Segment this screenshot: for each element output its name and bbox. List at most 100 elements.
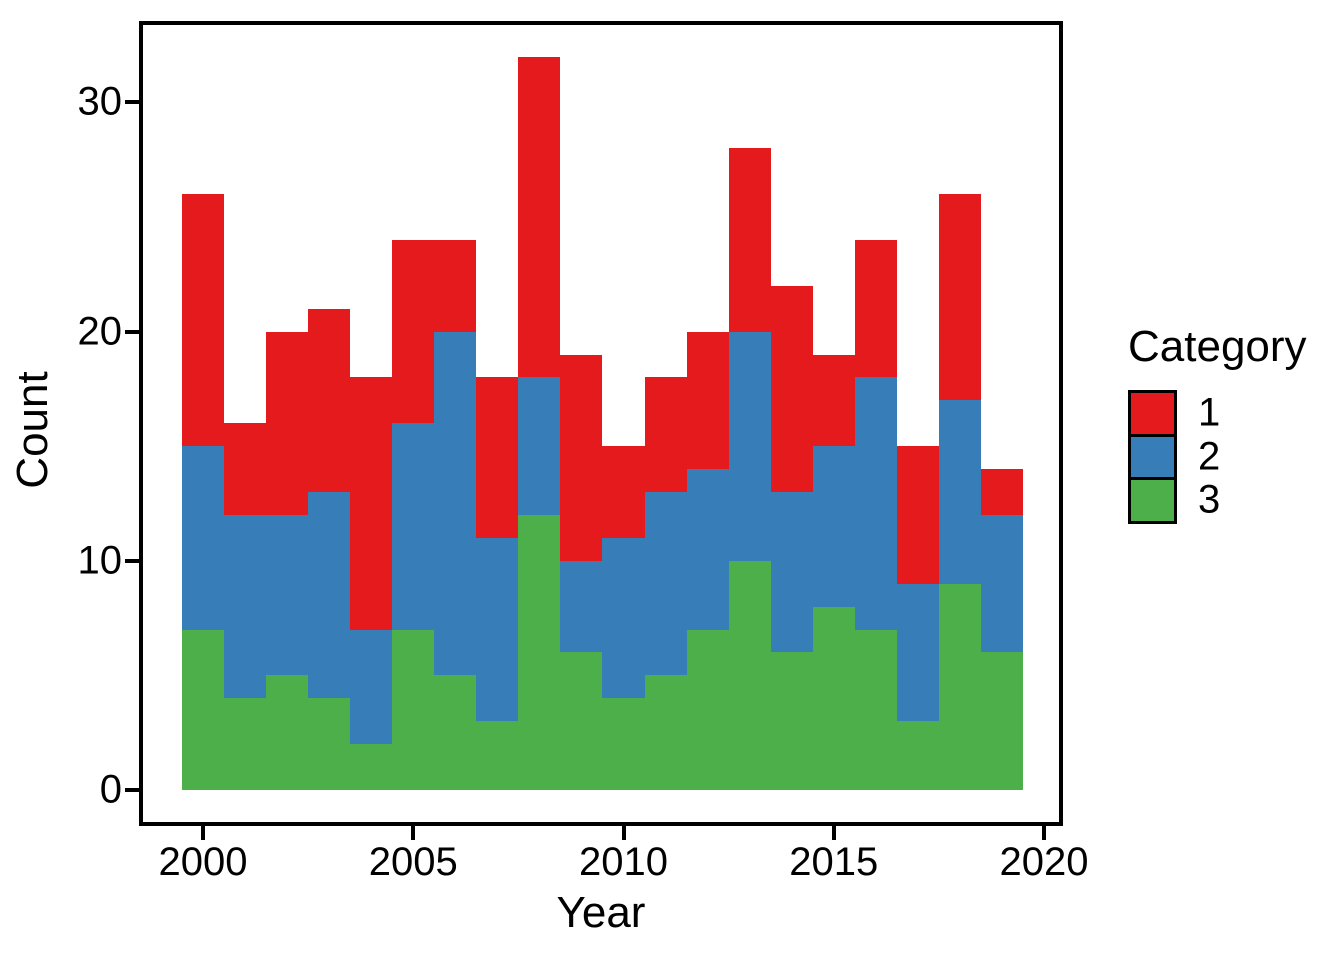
x-tick-mark-2015 xyxy=(831,826,836,840)
bar-column-2018 xyxy=(938,194,981,790)
bar-segment-2000-category-3 xyxy=(181,629,225,790)
bar-column-2009 xyxy=(560,354,603,790)
legend-key-swatch-3 xyxy=(1128,477,1177,524)
bar-column-2006 xyxy=(434,239,477,790)
x-tick-mark-2020 xyxy=(1042,826,1046,840)
bar-segment-2015-category-2 xyxy=(812,446,855,607)
bar-segment-2001-category-2 xyxy=(224,514,267,699)
bar-segment-2009-category-2 xyxy=(560,560,603,653)
bar-column-2015 xyxy=(812,354,855,790)
bar-segment-2013-category-1 xyxy=(728,148,771,332)
bar-segment-2014-category-2 xyxy=(770,492,813,653)
bar-segment-2003-category-2 xyxy=(308,492,351,699)
legend-label-3: 3 xyxy=(1198,477,1221,522)
legend-item-2: 2 xyxy=(1128,433,1307,481)
bar-segment-2006-category-2 xyxy=(434,331,477,676)
legend-label-1: 1 xyxy=(1198,390,1221,435)
bar-segment-2019-category-1 xyxy=(980,469,1023,515)
bar-segment-2017-category-3 xyxy=(896,721,939,790)
x-tick-label-2015: 2015 xyxy=(789,840,879,884)
x-tick-label-2000: 2000 xyxy=(158,840,248,884)
x-tick-label-2010: 2010 xyxy=(579,840,668,884)
bar-segment-2000-category-1 xyxy=(181,194,225,447)
bar-segment-2017-category-1 xyxy=(896,446,939,584)
bar-segment-2002-category-2 xyxy=(266,514,309,676)
bar-segment-2009-category-3 xyxy=(560,652,603,790)
legend-label-2: 2 xyxy=(1198,434,1221,479)
bar-column-2001 xyxy=(224,423,267,790)
bar-segment-2019-category-2 xyxy=(980,514,1023,653)
bar-segment-2013-category-3 xyxy=(728,560,771,790)
bar-segment-2005-category-1 xyxy=(392,239,435,424)
bar-column-2012 xyxy=(686,331,729,790)
bar-column-2019 xyxy=(980,469,1023,790)
y-tick-mark-30 xyxy=(125,100,139,105)
bar-column-2017 xyxy=(896,446,939,790)
bar-segment-2018-category-3 xyxy=(938,583,981,790)
legend-key-swatch-2 xyxy=(1128,433,1177,481)
x-tick-mark-2010 xyxy=(621,826,626,840)
bar-segment-2017-category-2 xyxy=(896,583,939,722)
bar-segment-2009-category-1 xyxy=(560,354,603,561)
y-tick-label-30: 30 xyxy=(77,79,123,124)
bar-segment-2004-category-2 xyxy=(350,629,393,745)
y-axis-title: Count xyxy=(8,371,57,489)
bar-segment-2001-category-3 xyxy=(224,698,267,790)
x-tick-label-2020: 2020 xyxy=(999,840,1089,884)
bar-segment-2010-category-3 xyxy=(602,698,645,790)
bar-segment-2011-category-2 xyxy=(644,492,687,676)
bar-column-2008 xyxy=(518,56,561,790)
bar-segment-2003-category-1 xyxy=(308,308,351,493)
x-tick-mark-2000 xyxy=(201,826,205,840)
bar-segment-2002-category-3 xyxy=(266,675,309,790)
y-tick-label-0: 0 xyxy=(99,767,122,812)
legend-key-swatch-1 xyxy=(1128,390,1177,437)
bar-segment-2003-category-3 xyxy=(308,698,351,790)
y-tick-mark-20 xyxy=(125,329,139,334)
bar-column-2005 xyxy=(392,239,435,790)
bar-segment-2016-category-3 xyxy=(854,629,897,790)
bar-segment-2001-category-1 xyxy=(224,423,267,515)
bar-segment-2010-category-1 xyxy=(602,446,645,538)
bar-segment-2005-category-3 xyxy=(392,629,435,790)
bar-segment-2018-category-2 xyxy=(938,400,981,584)
bar-segment-2016-category-2 xyxy=(854,377,897,630)
bar-segment-2008-category-3 xyxy=(518,514,561,790)
bar-segment-2018-category-1 xyxy=(938,194,981,401)
y-tick-mark-10 xyxy=(125,558,139,563)
bar-segment-2004-category-3 xyxy=(350,744,393,790)
y-tick-mark-0 xyxy=(125,788,139,792)
legend-item-3: 3 xyxy=(1128,477,1307,524)
bar-segment-2019-category-3 xyxy=(980,652,1023,790)
bar-column-2014 xyxy=(770,285,813,790)
bar-segment-2008-category-2 xyxy=(518,377,561,515)
bar-segment-2000-category-2 xyxy=(181,446,225,630)
bar-column-2003 xyxy=(308,308,351,790)
bar-column-2004 xyxy=(350,377,393,790)
legend-item-1: 1 xyxy=(1128,390,1307,437)
bar-segment-2007-category-3 xyxy=(476,721,519,790)
bar-column-2016 xyxy=(854,239,897,790)
bar-segment-2006-category-3 xyxy=(434,675,477,790)
plot-panel xyxy=(139,21,1063,826)
bar-segment-2015-category-1 xyxy=(812,354,855,447)
bar-segment-2012-category-2 xyxy=(686,469,729,630)
bar-column-2010 xyxy=(602,446,645,790)
bar-segment-2005-category-2 xyxy=(392,423,435,630)
y-tick-label-10: 10 xyxy=(77,538,123,583)
bar-segment-2006-category-1 xyxy=(434,239,477,332)
bar-segment-2013-category-2 xyxy=(728,331,771,561)
bar-segment-2014-category-3 xyxy=(770,652,813,790)
x-axis-title: Year xyxy=(556,888,646,937)
x-tick-mark-2005 xyxy=(411,826,416,840)
bar-segment-2011-category-3 xyxy=(644,675,687,790)
x-tick-label-2005: 2005 xyxy=(368,840,458,884)
bar-segment-2012-category-3 xyxy=(686,629,729,790)
bar-column-2013 xyxy=(728,148,771,790)
bar-segment-2004-category-1 xyxy=(350,377,393,630)
bar-segment-2010-category-2 xyxy=(602,537,645,699)
bar-segment-2011-category-1 xyxy=(644,377,687,493)
